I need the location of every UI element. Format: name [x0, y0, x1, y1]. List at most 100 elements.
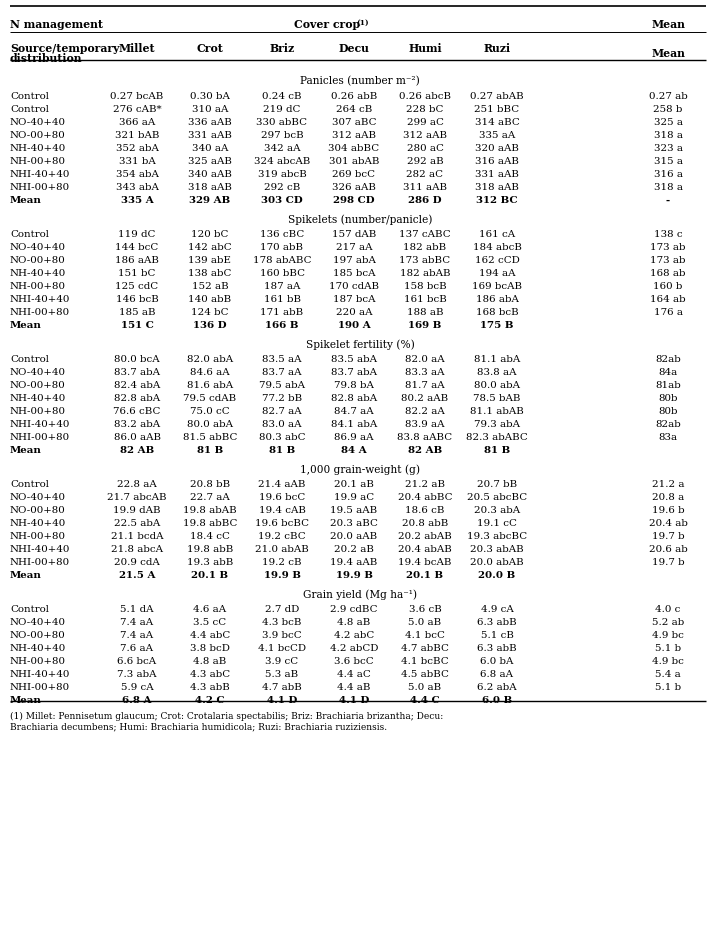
Text: 325 a: 325 a: [654, 118, 682, 127]
Text: 366 aA: 366 aA: [119, 118, 155, 127]
Text: 170 cdAB: 170 cdAB: [329, 282, 379, 291]
Text: 18.4 cC: 18.4 cC: [190, 532, 230, 541]
Text: 144 bcC: 144 bcC: [115, 243, 159, 252]
Text: 5.9 cA: 5.9 cA: [121, 683, 153, 692]
Text: 324 abcAB: 324 abcAB: [254, 157, 310, 166]
Text: 83.5 aA: 83.5 aA: [262, 355, 301, 364]
Text: Control: Control: [10, 92, 49, 101]
Text: 7.4 aA: 7.4 aA: [120, 631, 153, 640]
Text: 20.2 abAB: 20.2 abAB: [398, 532, 452, 541]
Text: 139 abE: 139 abE: [188, 256, 231, 265]
Text: 18.6 cB: 18.6 cB: [405, 506, 445, 515]
Text: 336 aAB: 336 aAB: [188, 118, 232, 127]
Text: 161 bcB: 161 bcB: [404, 295, 446, 304]
Text: Mean: Mean: [10, 321, 42, 330]
Text: 81.7 aA: 81.7 aA: [405, 381, 445, 390]
Text: 320 aAB: 320 aAB: [475, 144, 519, 153]
Text: 312 aAB: 312 aAB: [332, 131, 376, 140]
Text: Control: Control: [10, 605, 49, 614]
Text: 4.4 aC: 4.4 aC: [337, 670, 371, 679]
Text: 7.4 aA: 7.4 aA: [120, 618, 153, 627]
Text: 81ab: 81ab: [655, 381, 681, 390]
Text: 21.1 bcdA: 21.1 bcdA: [111, 532, 163, 541]
Text: 316 aAB: 316 aAB: [475, 157, 519, 166]
Text: NH-00+80: NH-00+80: [10, 532, 66, 541]
Text: 86.0 aAB: 86.0 aAB: [114, 433, 160, 442]
Text: NH-00+80: NH-00+80: [10, 157, 66, 166]
Text: 4.6 aA: 4.6 aA: [193, 605, 226, 614]
Text: 20.3 abA: 20.3 abA: [474, 506, 520, 515]
Text: 78.5 bAB: 78.5 bAB: [473, 394, 521, 403]
Text: 82ab: 82ab: [655, 420, 681, 429]
Text: 83.8 aA: 83.8 aA: [478, 368, 517, 377]
Text: 330 abBC: 330 abBC: [256, 118, 307, 127]
Text: 175 B: 175 B: [480, 321, 514, 330]
Text: 269 bcC: 269 bcC: [332, 170, 375, 179]
Text: 81 B: 81 B: [484, 446, 510, 455]
Text: 171 abB: 171 abB: [261, 308, 304, 317]
Text: 19.3 abcBC: 19.3 abcBC: [467, 532, 527, 541]
Text: NH-00+80: NH-00+80: [10, 407, 66, 416]
Text: 197 abA: 197 abA: [332, 256, 375, 265]
Text: NO-00+80: NO-00+80: [10, 131, 66, 140]
Text: 258 b: 258 b: [653, 105, 682, 114]
Text: 299 aC: 299 aC: [407, 118, 443, 127]
Text: 4.1 bcCD: 4.1 bcCD: [258, 644, 306, 653]
Text: Briz: Briz: [269, 43, 294, 54]
Text: 228 bC: 228 bC: [406, 105, 444, 114]
Text: Millet: Millet: [119, 43, 155, 54]
Text: 19.9 dAB: 19.9 dAB: [113, 506, 161, 515]
Text: 219 dC: 219 dC: [263, 105, 301, 114]
Text: 311 aAB: 311 aAB: [403, 183, 447, 192]
Text: NH-40+40: NH-40+40: [10, 394, 67, 403]
Text: 321 bAB: 321 bAB: [115, 131, 159, 140]
Text: 5.1 cB: 5.1 cB: [480, 631, 513, 640]
Text: 5.4 a: 5.4 a: [655, 670, 681, 679]
Text: 3.6 bcC: 3.6 bcC: [334, 657, 374, 666]
Text: 82ab: 82ab: [655, 355, 681, 364]
Text: 19.9 B: 19.9 B: [263, 571, 301, 580]
Text: 80b: 80b: [658, 394, 678, 403]
Text: 166 B: 166 B: [265, 321, 299, 330]
Text: (1): (1): [356, 19, 369, 27]
Text: 82.2 aA: 82.2 aA: [405, 407, 445, 416]
Text: 0.24 cB: 0.24 cB: [262, 92, 301, 101]
Text: 19.9 B: 19.9 B: [336, 571, 372, 580]
Text: 19.1 cC: 19.1 cC: [477, 519, 517, 528]
Text: 83.8 aABC: 83.8 aABC: [397, 433, 453, 442]
Text: 82 AB: 82 AB: [408, 446, 442, 455]
Text: 142 abC: 142 abC: [188, 243, 232, 252]
Text: 20.0 B: 20.0 B: [478, 571, 516, 580]
Text: 22.5 abA: 22.5 abA: [114, 519, 160, 528]
Text: 3.5 cC: 3.5 cC: [193, 618, 226, 627]
Text: 282 aC: 282 aC: [407, 170, 443, 179]
Text: 315 a: 315 a: [654, 157, 682, 166]
Text: 20.3 aBC: 20.3 aBC: [330, 519, 378, 528]
Text: 0.26 abB: 0.26 abB: [331, 92, 377, 101]
Text: 124 bC: 124 bC: [191, 308, 228, 317]
Text: 4.8 aB: 4.8 aB: [193, 657, 227, 666]
Text: 319 abcB: 319 abcB: [258, 170, 306, 179]
Text: NO-00+80: NO-00+80: [10, 381, 66, 390]
Text: 2.7 dD: 2.7 dD: [265, 605, 299, 614]
Text: 84.1 abA: 84.1 abA: [331, 420, 377, 429]
Text: 170 abB: 170 abB: [261, 243, 304, 252]
Text: 19.8 abAB: 19.8 abAB: [183, 506, 237, 515]
Text: 82.4 abA: 82.4 abA: [114, 381, 160, 390]
Text: 292 aB: 292 aB: [407, 157, 443, 166]
Text: 160 bBC: 160 bBC: [259, 269, 304, 278]
Text: 81.6 abA: 81.6 abA: [187, 381, 233, 390]
Text: 6.8 aA: 6.8 aA: [480, 670, 513, 679]
Text: 83.7 aA: 83.7 aA: [262, 368, 301, 377]
Text: 280 aC: 280 aC: [407, 144, 443, 153]
Text: 4.3 bcB: 4.3 bcB: [262, 618, 301, 627]
Text: 4.2 abC: 4.2 abC: [334, 631, 374, 640]
Text: 161 cA: 161 cA: [479, 230, 515, 239]
Text: 20.2 aB: 20.2 aB: [334, 545, 374, 554]
Text: 83a: 83a: [659, 433, 677, 442]
Text: 335 A: 335 A: [120, 196, 153, 205]
Text: 80.0 abA: 80.0 abA: [187, 420, 233, 429]
Text: 146 bcB: 146 bcB: [115, 295, 158, 304]
Text: 342 aA: 342 aA: [263, 144, 300, 153]
Text: 138 abC: 138 abC: [188, 269, 232, 278]
